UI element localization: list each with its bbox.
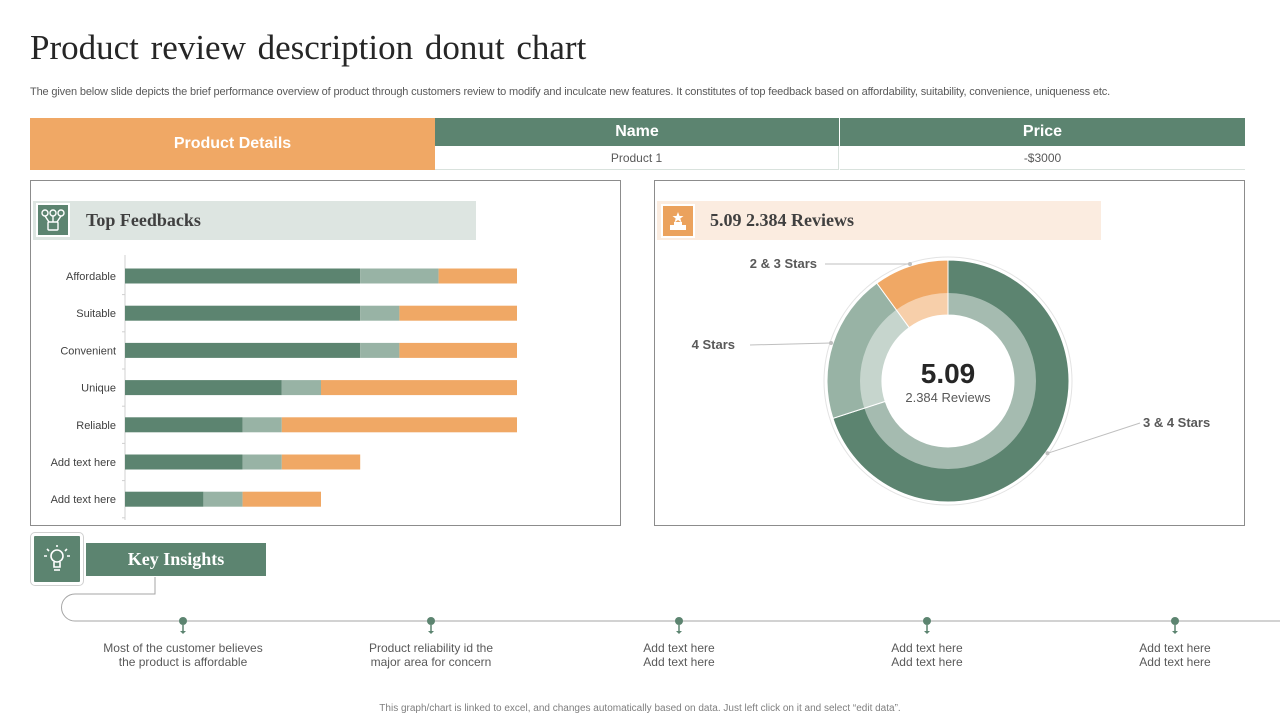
reviews-title: 5.09 2.384 Reviews bbox=[710, 210, 854, 230]
table-header-name: Name bbox=[435, 118, 839, 146]
donut-callout-dot bbox=[829, 340, 834, 345]
insight-line-2: major area for concern bbox=[370, 655, 492, 669]
bar-segment-series-2 bbox=[360, 268, 439, 284]
timeline-marker bbox=[179, 617, 187, 625]
timeline-line bbox=[61, 577, 1280, 622]
insight-line-2: Add text here bbox=[891, 655, 963, 669]
donut-slice-label: 2 & 3 Stars bbox=[750, 256, 817, 271]
insight-line-1: Add text here bbox=[643, 641, 715, 655]
donut-callout-dot bbox=[907, 262, 912, 267]
donut-inner-ring bbox=[860, 293, 1036, 469]
bar-segment-series-2 bbox=[281, 380, 321, 396]
bar-segment-series-2 bbox=[242, 417, 282, 433]
timeline-marker bbox=[427, 617, 435, 625]
insight-text: Add text here Add text here bbox=[589, 641, 769, 669]
timeline-marker bbox=[923, 617, 931, 625]
timeline-marker-arrow bbox=[180, 631, 186, 634]
insight-line-2: the product is affordable bbox=[118, 655, 248, 669]
bar-segment-series-3 bbox=[399, 342, 517, 358]
donut-callout-line bbox=[749, 342, 832, 346]
insight-text: Product reliability id the major area for… bbox=[341, 641, 521, 669]
bar-category-label: Suitable bbox=[76, 308, 116, 320]
insight-text: Add text here Add text here bbox=[1085, 641, 1265, 669]
lightbulb-icon bbox=[31, 533, 83, 585]
donut-callout-dot bbox=[1045, 451, 1050, 456]
insight-line-2: Add text here bbox=[643, 655, 715, 669]
reviews-header bbox=[657, 201, 1101, 240]
rating-icon bbox=[661, 204, 695, 238]
donut-slice-label: 4 Stars bbox=[692, 337, 735, 352]
table-cell-price: -$3000 bbox=[840, 146, 1245, 170]
insight-line-1: Product reliability id the bbox=[368, 641, 494, 655]
insight-line-1: Add text here bbox=[891, 641, 963, 655]
bar-segment-series-3 bbox=[281, 417, 517, 433]
key-insights-title: Key Insights bbox=[86, 543, 266, 576]
bar-segment-series-1 bbox=[125, 491, 204, 507]
table-header-price: Price bbox=[840, 118, 1245, 146]
donut-center-value: 5.09 bbox=[921, 358, 976, 389]
bar-segment-series-2 bbox=[360, 305, 400, 321]
reviews-donut-chart: 3 & 4 Stars 4 Stars 2 & 3 Stars 5.09 2.384… bbox=[692, 256, 1210, 506]
donut-center-label: 2.384 Reviews bbox=[905, 390, 991, 405]
timeline-marker-arrow bbox=[428, 631, 434, 634]
donut-slice bbox=[832, 259, 1070, 503]
bar-segment-series-1 bbox=[125, 342, 361, 358]
insights-timeline bbox=[61, 577, 1280, 634]
donut-slice-label: 3 & 4 Stars bbox=[1143, 415, 1210, 430]
feedback-icon bbox=[36, 203, 70, 237]
insight-line-1: Most of the customer believes bbox=[103, 641, 263, 655]
footer-note: This graph/chart is linked to excel, and… bbox=[379, 703, 901, 714]
bar-segment-series-3 bbox=[399, 305, 517, 321]
page-title: Product review description donut chart bbox=[30, 28, 587, 67]
feedback-bar-chart: Affordable Suitable Convenient Unique Reliab… bbox=[51, 255, 517, 520]
insight-text: Add text here Add text here bbox=[837, 641, 1017, 669]
insight-line-2: Add text here bbox=[1139, 655, 1211, 669]
top-feedbacks-title: Top Feedbacks bbox=[86, 210, 201, 230]
timeline-marker-arrow bbox=[676, 631, 682, 634]
bar-segment-series-3 bbox=[321, 380, 517, 396]
top-feedbacks-header bbox=[33, 201, 476, 240]
donut-slice bbox=[876, 259, 949, 329]
bar-segment-series-2 bbox=[242, 454, 282, 470]
bar-segment-series-1 bbox=[125, 380, 282, 396]
donut-hole bbox=[883, 316, 1013, 446]
bar-segment-series-3 bbox=[438, 268, 517, 284]
bar-segment-series-1 bbox=[125, 454, 243, 470]
page-subtitle: The given below slide depicts the brief … bbox=[30, 86, 1111, 98]
bar-segment-series-3 bbox=[281, 454, 361, 470]
bar-category-label: Affordable bbox=[66, 271, 116, 283]
donut-callout-line bbox=[1047, 422, 1141, 454]
bar-segment-series-2 bbox=[360, 342, 400, 358]
timeline-marker-arrow bbox=[1172, 631, 1178, 634]
bar-segment-series-2 bbox=[203, 491, 243, 507]
timeline-marker bbox=[675, 617, 683, 625]
timeline-marker-arrow bbox=[924, 631, 930, 634]
insight-line-1: Add text here bbox=[1139, 641, 1211, 655]
bar-segment-series-1 bbox=[125, 305, 361, 321]
bar-segment-series-3 bbox=[242, 491, 321, 507]
bar-segment-series-1 bbox=[125, 417, 243, 433]
product-details-label: Product Details bbox=[30, 118, 435, 170]
bar-category-label: Add text here bbox=[51, 457, 116, 469]
bar-category-label: Convenient bbox=[60, 345, 116, 357]
bar-category-label: Unique bbox=[81, 383, 116, 395]
insight-text: Most of the customer believes the product… bbox=[93, 641, 273, 669]
table-cell-name: Product 1 bbox=[435, 146, 839, 170]
bar-category-label: Add text here bbox=[51, 494, 116, 506]
bar-category-label: Reliable bbox=[76, 420, 116, 432]
timeline-marker bbox=[1171, 617, 1179, 625]
bar-segment-series-1 bbox=[125, 268, 361, 284]
